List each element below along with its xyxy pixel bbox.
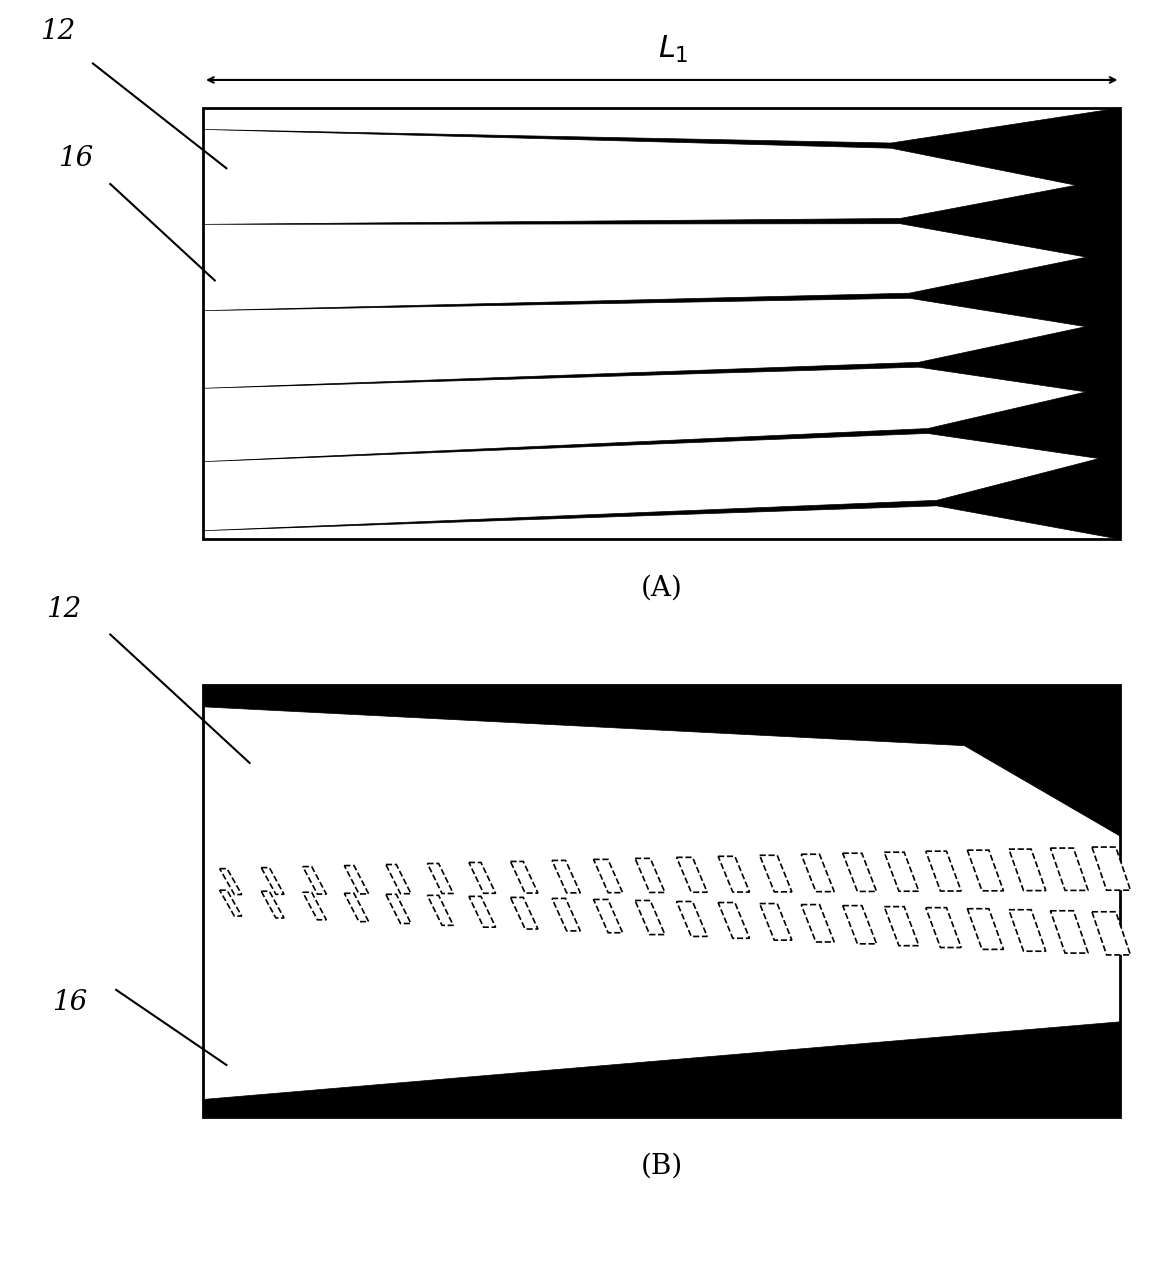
Polygon shape xyxy=(511,897,538,929)
Polygon shape xyxy=(593,900,622,933)
Polygon shape xyxy=(203,320,1120,397)
Polygon shape xyxy=(885,853,918,891)
Text: 12: 12 xyxy=(46,595,81,623)
Polygon shape xyxy=(967,850,1003,891)
Bar xyxy=(203,685,1120,1117)
Text: (B): (B) xyxy=(641,1152,683,1179)
Polygon shape xyxy=(203,685,1120,836)
Polygon shape xyxy=(345,865,369,893)
Text: 16: 16 xyxy=(52,989,87,1016)
Polygon shape xyxy=(925,851,961,891)
Polygon shape xyxy=(759,904,792,940)
Polygon shape xyxy=(719,857,750,892)
Polygon shape xyxy=(219,891,241,916)
Polygon shape xyxy=(551,860,580,893)
Polygon shape xyxy=(469,896,496,928)
Text: $L_1$: $L_1$ xyxy=(658,33,688,65)
Polygon shape xyxy=(203,250,1120,332)
Text: 12: 12 xyxy=(41,18,75,46)
Polygon shape xyxy=(469,863,496,893)
Polygon shape xyxy=(385,864,411,893)
Polygon shape xyxy=(203,108,1120,194)
Polygon shape xyxy=(261,891,284,917)
Polygon shape xyxy=(843,853,877,891)
Polygon shape xyxy=(885,906,918,945)
Polygon shape xyxy=(511,862,538,893)
Polygon shape xyxy=(345,893,369,921)
Polygon shape xyxy=(801,854,835,892)
Polygon shape xyxy=(427,896,453,925)
Polygon shape xyxy=(1093,846,1131,891)
Polygon shape xyxy=(719,902,750,938)
Text: (A): (A) xyxy=(641,575,683,602)
Polygon shape xyxy=(677,901,707,937)
Polygon shape xyxy=(677,858,707,892)
Text: 16: 16 xyxy=(58,145,93,173)
Polygon shape xyxy=(1009,849,1046,891)
Polygon shape xyxy=(925,907,961,948)
Polygon shape xyxy=(967,909,1003,949)
Bar xyxy=(203,108,1120,539)
Polygon shape xyxy=(203,1022,1120,1117)
Polygon shape xyxy=(261,868,284,895)
Polygon shape xyxy=(1051,911,1088,953)
Polygon shape xyxy=(427,863,453,893)
Polygon shape xyxy=(303,892,326,920)
Polygon shape xyxy=(203,453,1120,539)
Polygon shape xyxy=(635,858,665,892)
Polygon shape xyxy=(801,905,835,942)
Polygon shape xyxy=(593,859,622,892)
Polygon shape xyxy=(203,176,1120,263)
Polygon shape xyxy=(635,901,665,934)
Polygon shape xyxy=(759,855,792,892)
Polygon shape xyxy=(1051,848,1088,891)
Polygon shape xyxy=(551,898,580,931)
Polygon shape xyxy=(219,868,241,895)
Polygon shape xyxy=(203,385,1120,462)
Polygon shape xyxy=(1093,911,1131,954)
Polygon shape xyxy=(843,906,877,944)
Polygon shape xyxy=(1009,910,1046,952)
Polygon shape xyxy=(385,895,411,924)
Polygon shape xyxy=(303,867,326,895)
